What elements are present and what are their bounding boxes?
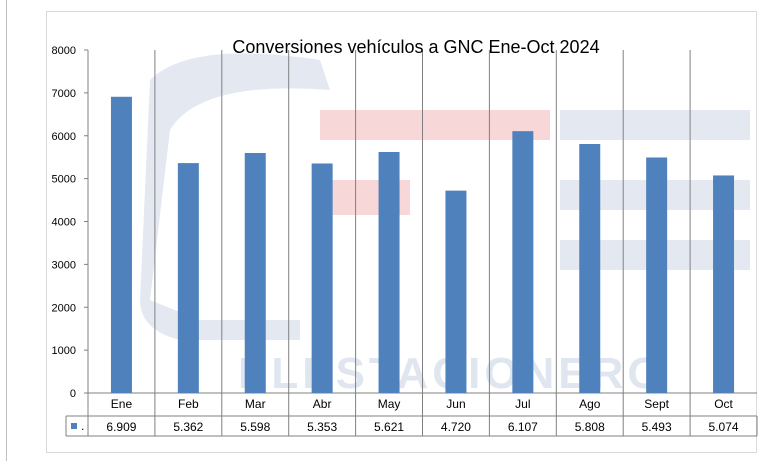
- category-label: Ene: [111, 397, 133, 411]
- y-tick-label: 8000: [52, 45, 76, 57]
- data-table-value: 5.353: [307, 420, 337, 434]
- data-table-value: 5.362: [173, 420, 203, 434]
- category-label: Sept: [644, 397, 669, 411]
- left-edge-rule: [6, 0, 7, 461]
- bar-feb: [177, 163, 199, 393]
- data-table-value: 5.074: [709, 420, 739, 434]
- bar-mar: [244, 152, 266, 393]
- category-label: Jun: [446, 397, 465, 411]
- data-table-value: 6.909: [106, 420, 136, 434]
- data-table-value: 6.107: [508, 420, 538, 434]
- data-table-value: 4.720: [441, 420, 471, 434]
- y-tick-label: 6000: [52, 131, 76, 143]
- y-tick-label: 7000: [52, 88, 76, 100]
- y-tick-label: 2000: [52, 302, 76, 314]
- y-tick-label: 3000: [52, 259, 76, 271]
- category-label: Abr: [313, 397, 332, 411]
- category-label: Ago: [579, 397, 601, 411]
- bar-jul: [512, 131, 534, 394]
- bar-sept: [646, 157, 668, 393]
- data-table-value: 5.598: [240, 420, 270, 434]
- bar-ene: [110, 96, 132, 394]
- category-label: Oct: [714, 397, 733, 411]
- plot-area: 0 1000 2000 3000 4000 5000 6000 7000 8000. Ene 6.9…: [52, 45, 758, 437]
- watermark-accent-stripe: [320, 110, 550, 140]
- category-label: Feb: [178, 397, 199, 411]
- y-tick-label: 5000: [52, 174, 76, 186]
- legend-key-swatch: [71, 423, 77, 429]
- legend-key-label: .: [81, 419, 84, 433]
- bar-jun: [445, 190, 467, 393]
- watermark-bar-top: [560, 110, 750, 140]
- y-tick-label: 1000: [52, 345, 76, 357]
- data-table-value: 5.493: [642, 420, 672, 434]
- category-label: May: [378, 397, 401, 411]
- chart-frame: [46, 11, 757, 453]
- bar-oct: [713, 175, 735, 393]
- bar-abr: [311, 163, 333, 393]
- data-table-value: 5.808: [575, 420, 605, 434]
- category-label: Jul: [515, 397, 530, 411]
- category-label: Mar: [245, 397, 266, 411]
- y-tick-label: 4000: [52, 217, 76, 229]
- data-table-value: 5.621: [374, 420, 404, 434]
- bar-may: [378, 151, 400, 393]
- watermark-nozzle-shape: [140, 53, 330, 340]
- bar-ago: [579, 143, 601, 393]
- chart-title: Conversiones vehículos a GNC Ene-Oct 202…: [232, 37, 599, 57]
- y-tick-label: 0: [70, 388, 76, 400]
